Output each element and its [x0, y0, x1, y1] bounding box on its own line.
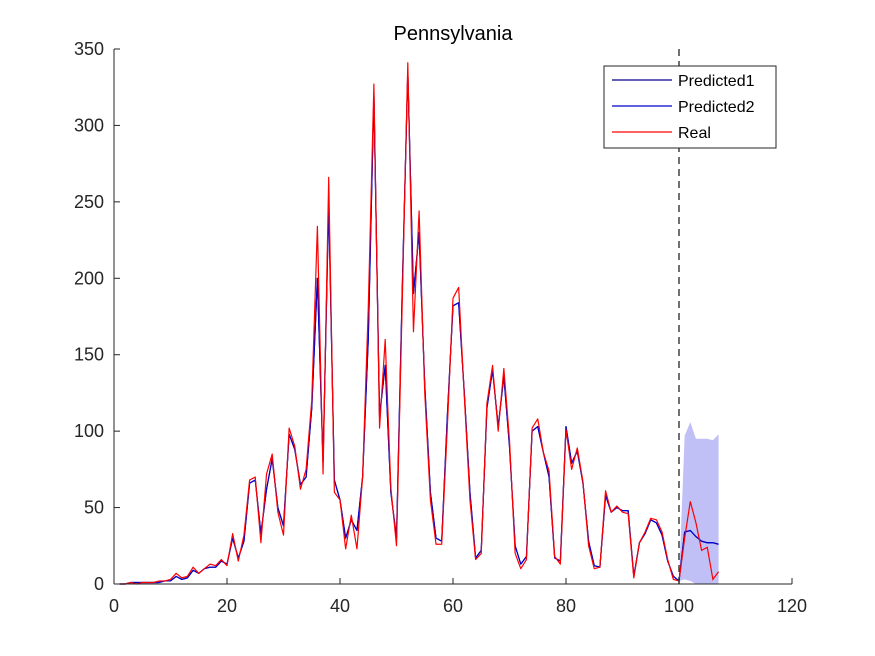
x-tick-label: 60 [443, 596, 463, 616]
y-tick-label: 250 [74, 192, 104, 212]
axes-layer: 0 20 40 60 80 100 120 0 50 100 150 200 250 300 350 [74, 39, 807, 616]
y-tick-label: 350 [74, 39, 104, 59]
x-tick-label: 120 [777, 596, 807, 616]
y-tick-label: 100 [74, 421, 104, 441]
x-tick-label: 80 [556, 596, 576, 616]
series-layer [119, 62, 720, 585]
confidence-band-layer [679, 421, 719, 584]
legend-label-predicted1: Predicted1 [678, 73, 755, 90]
y-tick-label: 300 [74, 115, 104, 135]
y-tick-label: 150 [74, 345, 104, 365]
x-tick-label: 20 [217, 596, 237, 616]
y-tick-label: 200 [74, 268, 104, 288]
forecast-line-real [678, 501, 720, 582]
x-tick-label: 40 [330, 596, 350, 616]
legend-label-predicted2: Predicted2 [678, 99, 755, 116]
chart-title: Pennsylvania [394, 23, 514, 45]
legend-label-real: Real [678, 125, 711, 142]
x-tick-label: 100 [664, 596, 694, 616]
y-tick-label: 50 [84, 498, 104, 518]
legend: Predicted1 Predicted2 Real [603, 65, 777, 149]
y-tick-label: 0 [94, 574, 104, 594]
series-line-real [119, 62, 680, 585]
confidence-band [679, 421, 719, 584]
x-tick-label: 0 [109, 596, 119, 616]
